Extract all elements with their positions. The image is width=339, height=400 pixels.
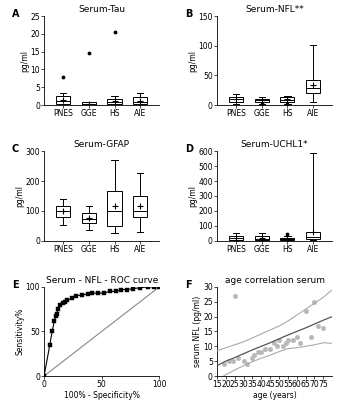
Bar: [56, 96, 70, 104]
Title: Serum-GFAP: Serum-GFAP: [74, 140, 130, 149]
Text: C: C: [12, 144, 19, 154]
Title: Serum-Tau: Serum-Tau: [78, 5, 125, 14]
Bar: [229, 97, 243, 102]
Bar: [306, 80, 320, 93]
Y-axis label: pg/ml: pg/ml: [188, 185, 197, 207]
Y-axis label: pg/ml: pg/ml: [188, 50, 197, 72]
Point: [244, 361, 250, 367]
Point: [259, 349, 264, 356]
Point: [283, 340, 289, 346]
Text: B: B: [185, 9, 192, 19]
Point: [276, 337, 282, 344]
Point: [303, 308, 308, 314]
Title: Serum-UCHL1*: Serum-UCHL1*: [241, 140, 308, 149]
Point: [255, 349, 260, 356]
Point: [236, 355, 241, 361]
Point: [250, 355, 255, 361]
Point: [321, 325, 326, 332]
Point: [275, 343, 280, 350]
Y-axis label: pg/ml: pg/ml: [20, 50, 29, 72]
Text: A: A: [12, 9, 19, 19]
Title: age correlation serum: age correlation serum: [225, 276, 324, 285]
Bar: [280, 97, 295, 102]
Bar: [306, 232, 320, 239]
Text: D: D: [185, 144, 193, 154]
Point: [285, 337, 291, 344]
Point: [291, 337, 296, 344]
Point: [230, 358, 236, 364]
Point: [294, 334, 299, 340]
Bar: [82, 213, 96, 223]
Bar: [255, 98, 269, 102]
Point: [312, 298, 317, 305]
Bar: [56, 206, 70, 217]
Bar: [229, 236, 243, 240]
Point: [232, 293, 237, 299]
Point: [280, 343, 285, 350]
X-axis label: 100% - Specificity%: 100% - Specificity%: [64, 390, 140, 400]
Text: F: F: [185, 280, 191, 290]
Point: [262, 346, 267, 352]
Y-axis label: pg/ml: pg/ml: [15, 185, 24, 207]
Point: [267, 346, 273, 352]
Bar: [107, 99, 122, 104]
Point: [241, 358, 246, 364]
Y-axis label: serum NFL (pg/ml): serum NFL (pg/ml): [193, 296, 202, 367]
Bar: [255, 236, 269, 240]
Point: [298, 340, 303, 346]
Title: Serum-NFL**: Serum-NFL**: [245, 5, 304, 14]
Point: [221, 361, 227, 367]
Text: E: E: [12, 280, 18, 290]
Title: Serum - NFL - ROC curve: Serum - NFL - ROC curve: [45, 276, 158, 285]
X-axis label: age (years): age (years): [253, 390, 297, 400]
Y-axis label: Sensitivity%: Sensitivity%: [15, 308, 24, 355]
Point: [315, 322, 321, 329]
Point: [227, 358, 232, 364]
Bar: [133, 196, 147, 217]
Point: [308, 334, 314, 340]
Point: [271, 340, 276, 346]
Point: [252, 352, 257, 358]
Bar: [133, 97, 147, 104]
Bar: [107, 191, 122, 226]
Bar: [82, 102, 96, 105]
Bar: [280, 238, 295, 240]
